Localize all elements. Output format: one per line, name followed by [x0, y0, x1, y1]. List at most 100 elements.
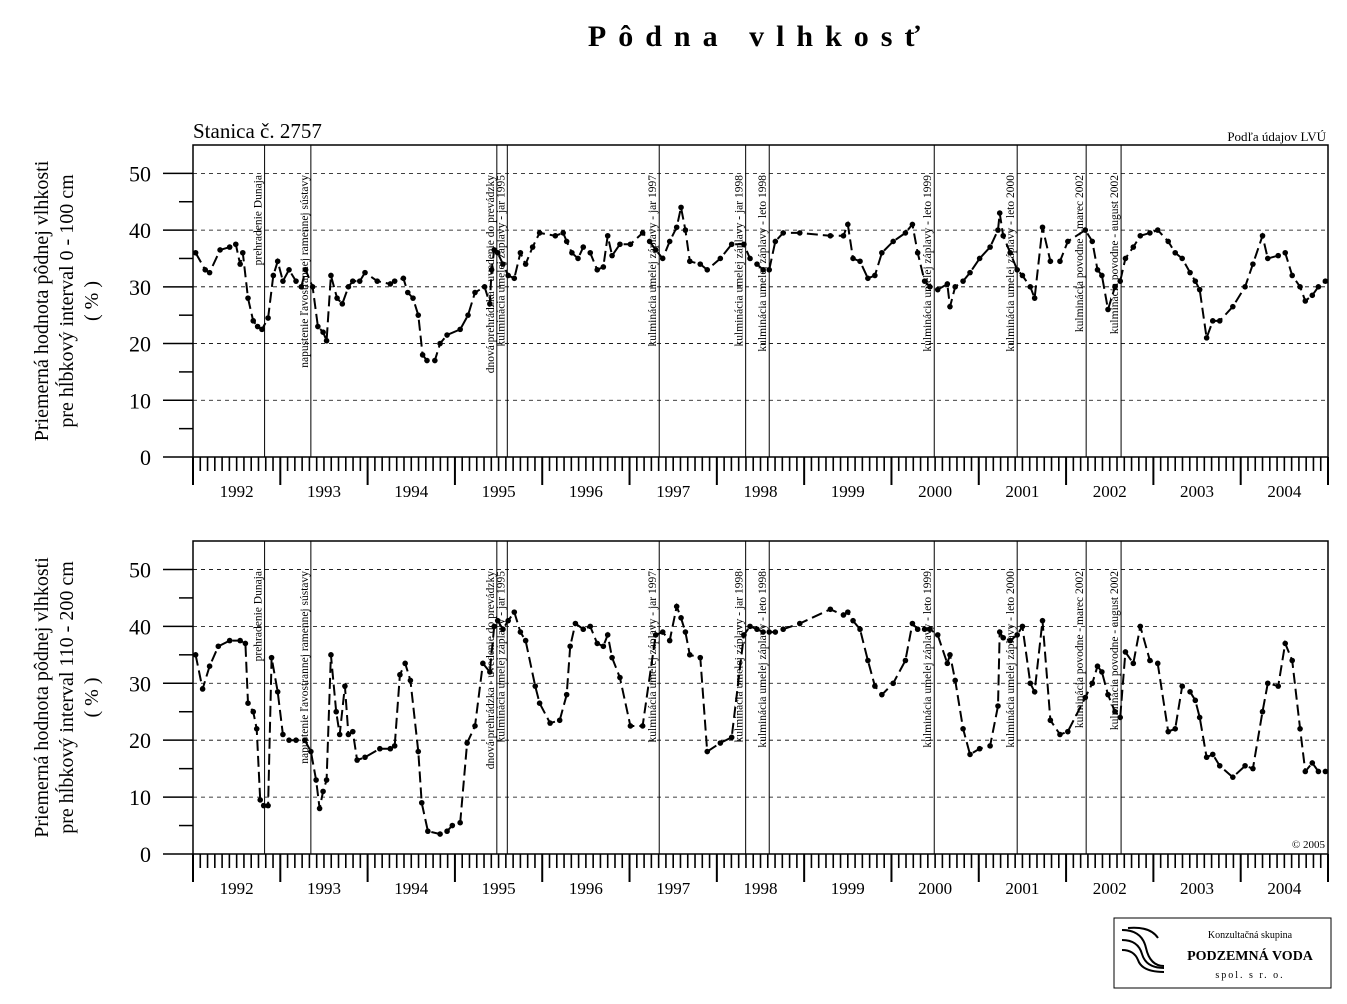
data-point: [741, 632, 747, 638]
data-point: [1112, 708, 1118, 715]
data-point: [257, 797, 264, 803]
data-point: [673, 224, 680, 231]
x-tick-label: 1994: [394, 879, 429, 898]
data-point: [333, 708, 339, 715]
data-point: [652, 247, 659, 253]
data-point: [646, 238, 653, 245]
data-point: [845, 221, 851, 228]
data-point: [728, 734, 735, 741]
event-label: kulminácia umelej záplavy - jar 1997: [647, 175, 659, 347]
data-point: [1264, 680, 1271, 687]
data-point: [659, 255, 666, 262]
data-point: [532, 683, 539, 689]
data-point: [349, 278, 356, 284]
x-tick-label: 1998: [744, 879, 778, 898]
data-point: [517, 249, 524, 256]
data-point: [1187, 689, 1193, 695]
data-point: [1014, 267, 1020, 273]
data-point: [1094, 267, 1101, 273]
data-point: [425, 828, 431, 835]
data-point: [1000, 232, 1007, 239]
data-point: [921, 626, 928, 633]
data-point: [865, 657, 871, 664]
data-point: [1007, 637, 1013, 644]
data-point: [328, 652, 334, 658]
data-point: [850, 617, 856, 624]
data-point: [494, 617, 501, 624]
logo-icon: [1121, 926, 1165, 973]
data-point: [1187, 269, 1193, 276]
data-point: [309, 284, 316, 290]
data-point: [987, 743, 993, 749]
data-point: [206, 663, 213, 669]
data-point: [1216, 318, 1223, 324]
data-point: [666, 637, 673, 644]
y-tick-label: 30: [129, 671, 151, 696]
data-point: [415, 748, 422, 755]
data-point: [1179, 683, 1185, 689]
data-point: [609, 252, 615, 259]
event-label: kulminácia povodne - marec 2002: [1074, 175, 1086, 332]
data-point: [639, 723, 646, 729]
logo-box: [1113, 917, 1332, 989]
data-point: [927, 626, 933, 633]
data-point: [796, 230, 803, 236]
data-point: [226, 637, 233, 644]
data-point: [500, 626, 506, 633]
data-point: [1172, 726, 1179, 732]
data-point: [890, 238, 897, 245]
data-point: [464, 740, 470, 746]
data-point: [1105, 691, 1111, 698]
event-label: prehradenie Dunaja: [253, 175, 265, 265]
data-point: [1165, 238, 1172, 245]
data-point: [1192, 278, 1199, 284]
data-point: [274, 689, 281, 695]
data-point: [850, 255, 856, 262]
data-point: [1282, 249, 1289, 256]
data-point: [1047, 258, 1054, 265]
data-point: [1094, 663, 1101, 669]
data-point: [404, 289, 411, 296]
data-point: [1137, 623, 1144, 630]
data-point: [1031, 689, 1038, 695]
data-point: [572, 620, 579, 627]
data-point: [286, 737, 292, 743]
data-point: [760, 267, 766, 273]
data-point: [594, 640, 601, 647]
x-tick-label: 2003: [1180, 482, 1214, 501]
data-point: [308, 748, 314, 755]
data-point: [328, 272, 334, 279]
data-point: [1105, 306, 1111, 313]
copyright: © 2005: [1292, 839, 1326, 851]
data-point: [1112, 284, 1118, 290]
y-axis-label: Priemerná hodnota pôdnej vlhkosti: [31, 557, 53, 838]
x-tick-label: 1998: [744, 482, 778, 501]
event-label: kulminácia umelej záplavy - leto 2000: [1005, 571, 1017, 748]
data-point: [491, 623, 498, 630]
data-point: [780, 626, 786, 633]
y-tick-label: 50: [129, 557, 151, 582]
data-point: [1039, 224, 1046, 231]
data-point: [1275, 252, 1282, 259]
page-title: Pôdna vlhkosť: [588, 20, 932, 53]
data-point: [772, 238, 779, 245]
data-point: [909, 620, 916, 627]
x-tick-label: 1992: [220, 482, 254, 501]
data-point: [594, 267, 601, 273]
data-point: [237, 261, 243, 267]
data-point: [1172, 249, 1179, 256]
data-point: [747, 255, 753, 262]
data-point: [1230, 303, 1236, 310]
data-point: [717, 740, 724, 746]
data-point: [890, 680, 897, 687]
data-point: [976, 255, 983, 262]
data-point: [704, 267, 711, 273]
data-point: [563, 238, 570, 245]
data-point: [780, 230, 786, 236]
data-point: [1230, 774, 1236, 780]
data-point: [444, 332, 450, 338]
data-point: [334, 295, 340, 301]
x-tick-label: 1997: [656, 482, 691, 501]
x-tick-label: 1999: [831, 879, 865, 898]
data-point: [1027, 680, 1034, 687]
